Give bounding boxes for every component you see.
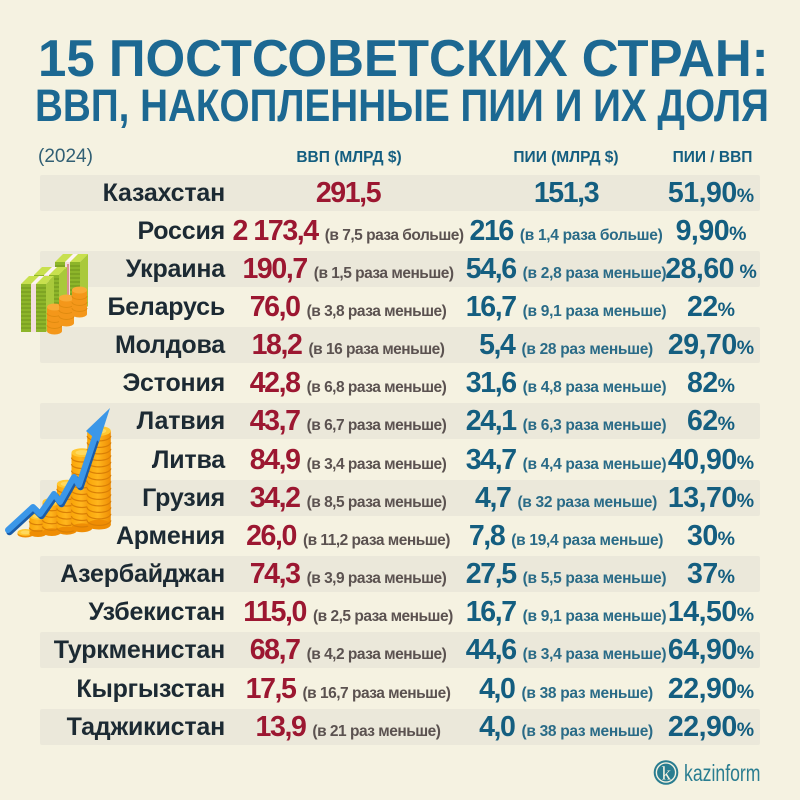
svg-text:k: k [661,764,671,785]
svg-text:kazinform: kazinform [684,760,761,786]
